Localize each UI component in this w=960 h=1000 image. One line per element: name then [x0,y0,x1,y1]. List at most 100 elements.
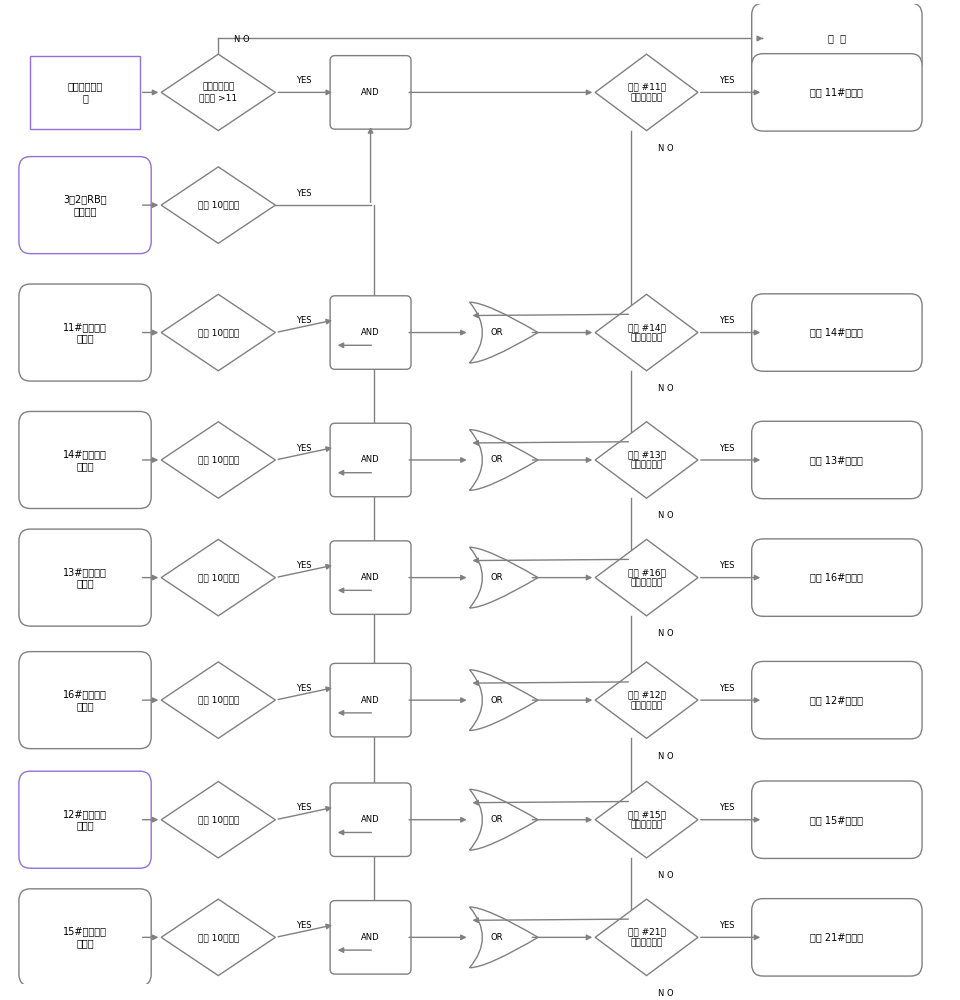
Text: AND: AND [361,88,380,97]
Text: 判断 #13燃
烧器是否投用: 判断 #13燃 烧器是否投用 [628,450,665,470]
Polygon shape [161,899,276,976]
FancyBboxPatch shape [19,889,151,986]
FancyBboxPatch shape [330,423,411,497]
Text: AND: AND [361,455,380,464]
Text: 切除 12#燃烧器: 切除 12#燃烧器 [810,695,863,705]
FancyBboxPatch shape [19,529,151,626]
Text: YES: YES [297,921,312,930]
Text: 燃烧器投用个
数: 燃烧器投用个 数 [67,82,103,103]
Polygon shape [595,899,698,976]
Text: 判断 #11燃
烧器是否投用: 判断 #11燃 烧器是否投用 [628,83,665,102]
Text: 16#燃烧器切
除计时: 16#燃烧器切 除计时 [63,689,107,711]
Polygon shape [595,539,698,616]
FancyBboxPatch shape [19,284,151,381]
Text: AND: AND [361,328,380,337]
Text: N O: N O [658,752,673,761]
Polygon shape [161,422,276,498]
FancyBboxPatch shape [330,56,411,129]
PathPatch shape [469,907,538,968]
Polygon shape [161,54,276,131]
FancyBboxPatch shape [19,157,151,254]
FancyBboxPatch shape [19,652,151,749]
Polygon shape [595,781,698,858]
Text: AND: AND [361,815,380,824]
FancyBboxPatch shape [752,781,922,858]
FancyBboxPatch shape [752,421,922,499]
Text: 切除 14#燃烧器: 切除 14#燃烧器 [810,328,863,338]
Text: 15#燃烧器切
除计时: 15#燃烧器切 除计时 [63,927,108,948]
Text: 判断 #16燃
烧器是否投用: 判断 #16燃 烧器是否投用 [628,568,665,587]
Text: AND: AND [361,933,380,942]
Text: N O: N O [658,384,673,393]
Text: YES: YES [297,803,312,812]
FancyBboxPatch shape [752,294,922,371]
Polygon shape [595,54,698,131]
PathPatch shape [469,789,538,850]
PathPatch shape [469,430,538,490]
Polygon shape [161,167,276,243]
Polygon shape [595,662,698,738]
Text: YES: YES [297,76,312,85]
Text: 判断 #15燃
烧器是否投用: 判断 #15燃 烧器是否投用 [628,810,665,829]
Text: 12#燃烧器切
除计时: 12#燃烧器切 除计时 [63,809,108,831]
Text: 13#燃烧器切
除计时: 13#燃烧器切 除计时 [63,567,107,588]
FancyBboxPatch shape [752,3,922,74]
Text: YES: YES [719,921,734,930]
FancyBboxPatch shape [752,539,922,616]
FancyBboxPatch shape [19,411,151,508]
Polygon shape [595,294,698,371]
Text: N O: N O [658,511,673,520]
Text: 11#燃烧器切
除计时: 11#燃烧器切 除计时 [63,322,107,343]
Text: YES: YES [719,76,734,85]
Text: N O: N O [234,35,250,44]
Polygon shape [595,422,698,498]
Text: N O: N O [658,144,673,153]
Text: YES: YES [297,316,312,325]
Text: 判断 #14燃
烧器是否投用: 判断 #14燃 烧器是否投用 [628,323,665,342]
FancyBboxPatch shape [330,541,411,614]
Polygon shape [161,294,276,371]
Text: OR: OR [491,933,503,942]
Polygon shape [161,662,276,738]
Text: OR: OR [491,696,503,705]
Text: OR: OR [491,573,503,582]
Text: 计时 10秒到否: 计时 10秒到否 [198,696,239,705]
Text: N O: N O [658,989,673,998]
Text: 3低2低RB启
动计时器: 3低2低RB启 动计时器 [63,194,107,216]
FancyBboxPatch shape [19,771,151,868]
Text: 结  束: 结 束 [828,33,846,43]
Text: 计时 10秒到否: 计时 10秒到否 [198,933,239,942]
Text: 切除 21#燃烧器: 切除 21#燃烧器 [810,932,863,942]
PathPatch shape [469,670,538,731]
Text: 计时 10秒到否: 计时 10秒到否 [198,201,239,210]
Text: 判断 #12燃
烧器是否投用: 判断 #12燃 烧器是否投用 [628,690,665,710]
FancyBboxPatch shape [752,54,922,131]
Text: 计时 10秒到否: 计时 10秒到否 [198,455,239,464]
FancyBboxPatch shape [330,296,411,369]
Text: YES: YES [719,684,734,693]
Text: 计时 10秒到否: 计时 10秒到否 [198,573,239,582]
FancyBboxPatch shape [31,56,140,129]
Text: OR: OR [491,815,503,824]
Text: 切除 16#燃烧器: 切除 16#燃烧器 [810,573,863,583]
PathPatch shape [469,302,538,363]
PathPatch shape [469,547,538,608]
Text: OR: OR [491,455,503,464]
Text: 切除 13#燃烧器: 切除 13#燃烧器 [810,455,863,465]
Text: YES: YES [719,316,734,325]
Text: YES: YES [297,189,312,198]
Text: YES: YES [297,684,312,693]
Text: YES: YES [297,561,312,570]
Text: YES: YES [719,803,734,812]
Text: 判断燃烧器投
用个数 >11: 判断燃烧器投 用个数 >11 [200,83,237,102]
FancyBboxPatch shape [330,663,411,737]
Text: 判断 #21燃
烧器是否投用: 判断 #21燃 烧器是否投用 [628,928,665,947]
Text: N O: N O [658,871,673,880]
Text: YES: YES [297,444,312,453]
FancyBboxPatch shape [330,783,411,856]
Text: 切除 15#燃烧器: 切除 15#燃烧器 [810,815,863,825]
Text: AND: AND [361,696,380,705]
Text: YES: YES [719,444,734,453]
Text: 计时 10秒到否: 计时 10秒到否 [198,328,239,337]
FancyBboxPatch shape [330,901,411,974]
